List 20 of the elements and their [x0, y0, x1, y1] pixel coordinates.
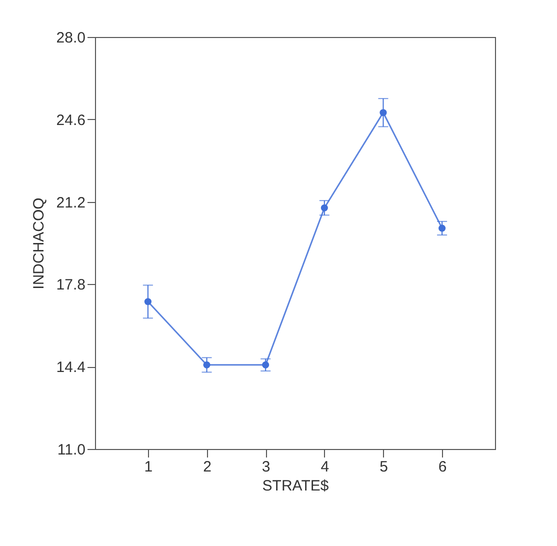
x-tick-label: 4 [320, 458, 330, 476]
point [144, 298, 152, 306]
x-axis-title: STRATE$ [262, 478, 330, 494]
point [320, 204, 328, 212]
y-tick-label: 28.0 [56, 30, 86, 46]
y-axis-title: INDCHACOQ [30, 198, 48, 290]
point [203, 361, 210, 368]
x-tick-label: 2 [203, 458, 212, 476]
x-tick-label: 3 [262, 458, 270, 476]
x-tick-label: 1 [144, 458, 153, 476]
y-tick-label: 24.6 [56, 112, 86, 129]
point [380, 109, 387, 116]
y-tick-label: 17.8 [56, 276, 86, 294]
x-tick-label: 5 [380, 458, 388, 476]
y-tick-label: 21.2 [56, 194, 86, 212]
x-tick-label: 6 [438, 458, 447, 476]
point [262, 361, 270, 368]
point [438, 224, 446, 232]
y-tick-label: 11.0 [57, 442, 86, 458]
y-tick-label: 14.4 [56, 359, 86, 376]
